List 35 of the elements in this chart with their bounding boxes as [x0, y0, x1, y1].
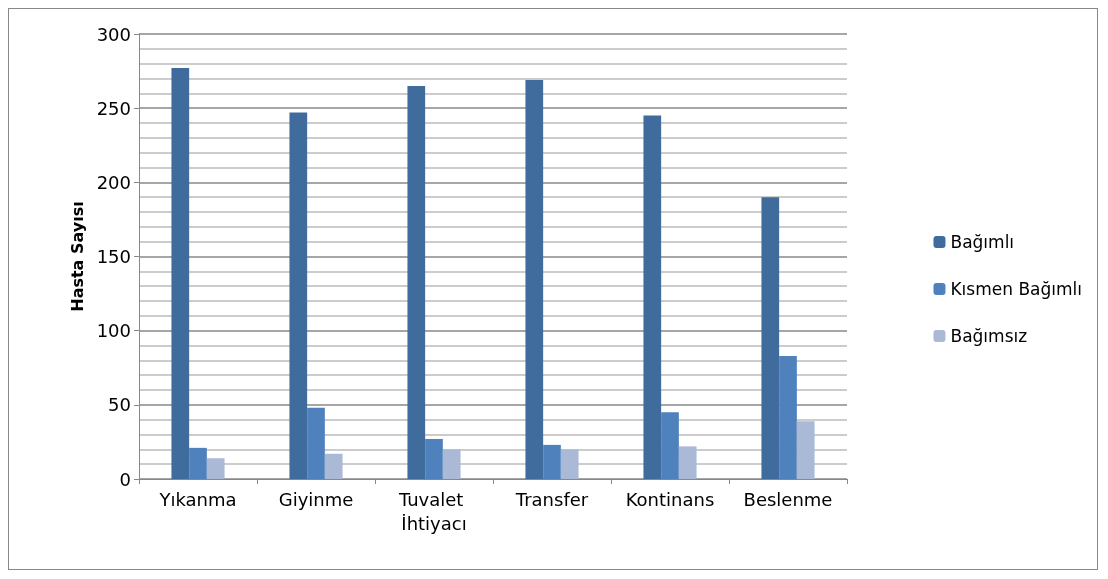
bar — [796, 421, 815, 479]
bar — [324, 453, 343, 479]
y-tick-label: 200 — [96, 171, 131, 193]
bar — [425, 438, 443, 479]
x-tick-label: Transfer — [514, 488, 589, 510]
bar — [525, 79, 544, 479]
y-tick-label: 0 — [119, 468, 131, 490]
y-tick-label: 150 — [96, 246, 131, 267]
bar — [661, 412, 679, 479]
bar — [307, 407, 325, 479]
bar — [171, 68, 190, 479]
y-tick-label: 100 — [96, 320, 131, 342]
y-tick-label: 300 — [96, 23, 131, 45]
x-tick-label: Tuvalet İhtiyacı — [397, 488, 470, 534]
bar — [643, 115, 662, 479]
bar — [442, 449, 461, 479]
bar — [206, 458, 225, 479]
x-tick-label: Yıkanma — [158, 488, 237, 510]
x-tick-label: Beslenme — [743, 488, 833, 510]
legend-label: Bağımlı — [950, 232, 1015, 252]
y-axis-title: Hasta Sayısı — [68, 201, 88, 312]
y-tick-label: 250 — [96, 97, 131, 119]
x-tick-label: Kontinans — [625, 488, 715, 510]
bar — [779, 355, 797, 479]
bar — [678, 446, 697, 479]
bar — [407, 85, 426, 479]
legend-label: Kısmen Bağımlı — [950, 279, 1083, 299]
x-tick-label: Giyinme — [278, 488, 354, 510]
legend-label: Bağımsız — [950, 326, 1028, 346]
y-tick-label: 50 — [108, 394, 131, 416]
bar — [289, 112, 308, 479]
bar — [560, 449, 579, 479]
bar — [189, 447, 207, 479]
bar — [543, 444, 561, 479]
bar — [761, 197, 780, 479]
